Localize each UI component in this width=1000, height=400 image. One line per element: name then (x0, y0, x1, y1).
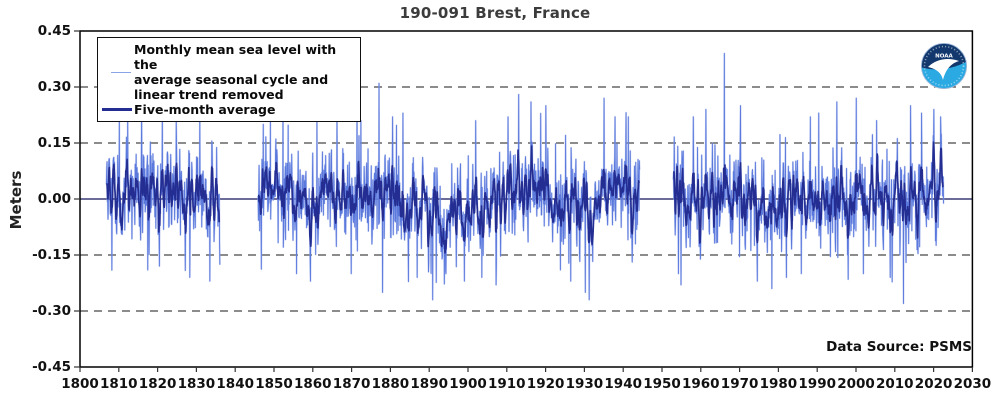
svg-text:1970: 1970 (721, 376, 759, 392)
svg-text:1900: 1900 (449, 376, 487, 392)
data-series (105, 52, 945, 305)
svg-text:1880: 1880 (372, 376, 410, 392)
svg-text:1910: 1910 (488, 376, 526, 392)
legend-item-monthly: Monthly mean sea level with the average … (102, 42, 354, 102)
svg-text:2000: 2000 (837, 376, 875, 392)
svg-text:1840: 1840 (216, 376, 254, 392)
svg-text:1920: 1920 (527, 376, 565, 392)
svg-text:1990: 1990 (798, 376, 836, 392)
svg-text:0.45: 0.45 (38, 23, 71, 39)
legend-item-five-month-average: Five-month average (102, 102, 354, 117)
svg-text:1810: 1810 (100, 376, 138, 392)
series-five-month-average (257, 145, 640, 254)
svg-text:0.15: 0.15 (38, 135, 71, 151)
monthly-line-swatch-icon (102, 71, 134, 73)
svg-text:1980: 1980 (760, 376, 798, 392)
svg-text:0.30: 0.30 (38, 79, 71, 95)
svg-text:1950: 1950 (643, 376, 681, 392)
noaa-logo-icon: NOAA (921, 43, 967, 89)
data-source-label: Data Source: PSMS (826, 339, 972, 355)
series-five-month-average (673, 141, 944, 244)
svg-text:1940: 1940 (604, 376, 642, 392)
svg-text:2010: 2010 (876, 376, 914, 392)
noaa-logo-text: NOAA (935, 54, 953, 60)
svg-text:1870: 1870 (333, 376, 371, 392)
svg-text:1830: 1830 (178, 376, 216, 392)
svg-text:1930: 1930 (566, 376, 604, 392)
legend-label-monthly: Monthly mean sea level with the average … (134, 42, 337, 102)
series-five-month-average (106, 158, 221, 234)
svg-text:1820: 1820 (139, 376, 177, 392)
svg-text:0.00: 0.00 (38, 191, 71, 207)
x-axis: 1800 1810 1820 1830 1840 1850 1860 1870 1880 1890… (61, 367, 991, 392)
y-axis: 0.45 0.30 0.15 0.00 -0.15 -0.30 -0.45 (32, 23, 80, 375)
svg-text:-0.45: -0.45 (32, 359, 71, 375)
svg-text:1890: 1890 (410, 376, 448, 392)
chart-title: 190-091 Brest, France (399, 4, 591, 22)
svg-text:-0.15: -0.15 (32, 247, 71, 263)
svg-text:2030: 2030 (954, 376, 992, 392)
five-month-average-line-swatch-icon (102, 108, 134, 111)
svg-text:2020: 2020 (915, 376, 953, 392)
svg-text:1850: 1850 (255, 376, 293, 392)
svg-text:-0.30: -0.30 (32, 303, 71, 319)
svg-text:1860: 1860 (294, 376, 332, 392)
svg-text:1800: 1800 (61, 376, 99, 392)
svg-text:1960: 1960 (682, 376, 720, 392)
legend: Monthly mean sea level with the average … (97, 37, 361, 122)
legend-label-five-month-average: Five-month average (134, 102, 276, 117)
